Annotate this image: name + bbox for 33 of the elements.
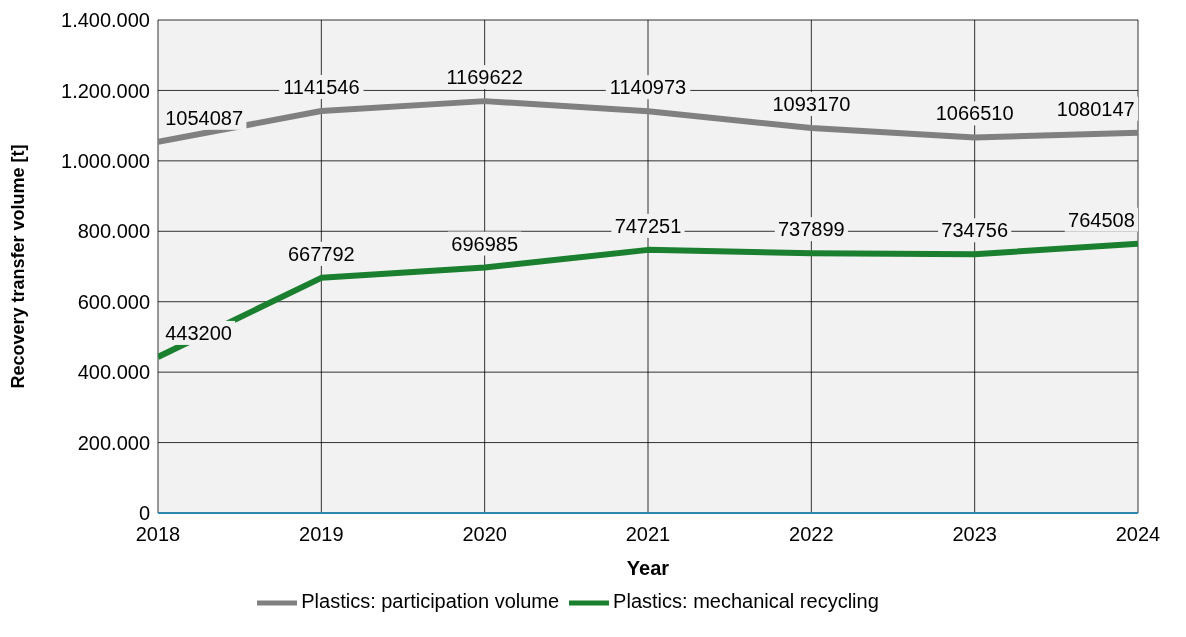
- y-tick-label: 1.200.000: [61, 79, 150, 102]
- x-tick-label: 2019: [299, 523, 344, 546]
- x-tick-label: 2023: [952, 523, 997, 546]
- data-label: 1080147: [1056, 97, 1135, 120]
- data-label: 737899: [777, 218, 845, 241]
- data-label: 1140973: [609, 76, 687, 99]
- y-tick-label: 1.400.000: [61, 9, 150, 32]
- y-tick-label: 600.000: [77, 290, 150, 313]
- y-tick-label: 200.000: [77, 431, 150, 454]
- data-label: 443200: [165, 321, 232, 344]
- y-tick-label: 800.000: [77, 220, 150, 243]
- data-label: 734756: [941, 219, 1009, 242]
- y-tick-label: 400.000: [77, 361, 150, 384]
- data-label: 1054087: [165, 106, 244, 129]
- legend-label: Plastics: participation volume: [301, 590, 560, 613]
- data-label: 1141546: [283, 76, 360, 99]
- data-label: 747251: [614, 214, 682, 237]
- y-tick-label: 0: [138, 502, 150, 525]
- y-axis-title: Recovery transfer volume [t]: [8, 144, 29, 389]
- data-label: 1169622: [446, 66, 523, 89]
- x-tick-label: 2021: [625, 523, 671, 546]
- data-label: 1066510: [935, 102, 1014, 125]
- data-label: 1093170: [772, 93, 851, 116]
- data-label: 764508: [1068, 208, 1135, 231]
- x-axis-title: Year: [626, 557, 670, 579]
- y-tick-label: 1.000.000: [61, 149, 150, 172]
- legend-label: Plastics: mechanical recycling: [613, 590, 879, 613]
- x-tick-label: 2020: [462, 523, 507, 546]
- x-tick-label: 2024: [1115, 523, 1161, 546]
- data-label: 667792: [287, 242, 355, 265]
- x-tick-label: 2018: [135, 523, 181, 546]
- data-label: 696985: [451, 232, 519, 255]
- x-tick-label: 2022: [789, 523, 834, 546]
